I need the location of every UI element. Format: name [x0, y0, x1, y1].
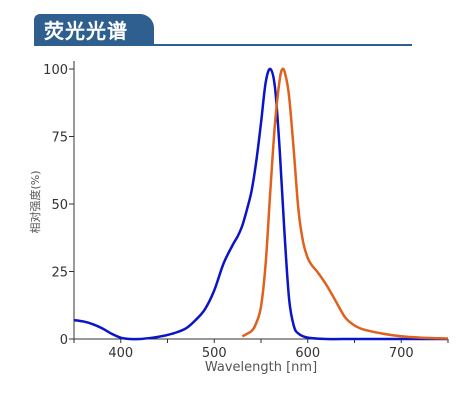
- header-rule: [34, 44, 412, 46]
- y-tick-label: 75: [51, 131, 68, 146]
- x-tick-label: 500: [202, 346, 227, 361]
- series-line-1: [73, 67, 448, 341]
- x-tick-label: 700: [389, 346, 414, 361]
- x-axis-label: Wavelength [nm]: [205, 360, 317, 375]
- axis-labels: Wavelength [nm] 相对强度(%): [28, 170, 317, 375]
- y-axis-label: 相对强度(%): [28, 170, 42, 233]
- y-tick-label: 25: [51, 266, 68, 281]
- y-tick-label: 50: [51, 198, 68, 213]
- x-tick-label: 600: [295, 346, 320, 361]
- axes: 0 25 50 75 100 400 500 600 700: [43, 61, 449, 361]
- series-group: [73, 67, 449, 341]
- x-tick-label: 400: [108, 346, 133, 361]
- y-tick-label: 100: [43, 63, 68, 78]
- section-title: 荧光光谱: [34, 14, 154, 46]
- series-line-2: [241, 67, 449, 340]
- y-tick-label: 0: [60, 333, 68, 348]
